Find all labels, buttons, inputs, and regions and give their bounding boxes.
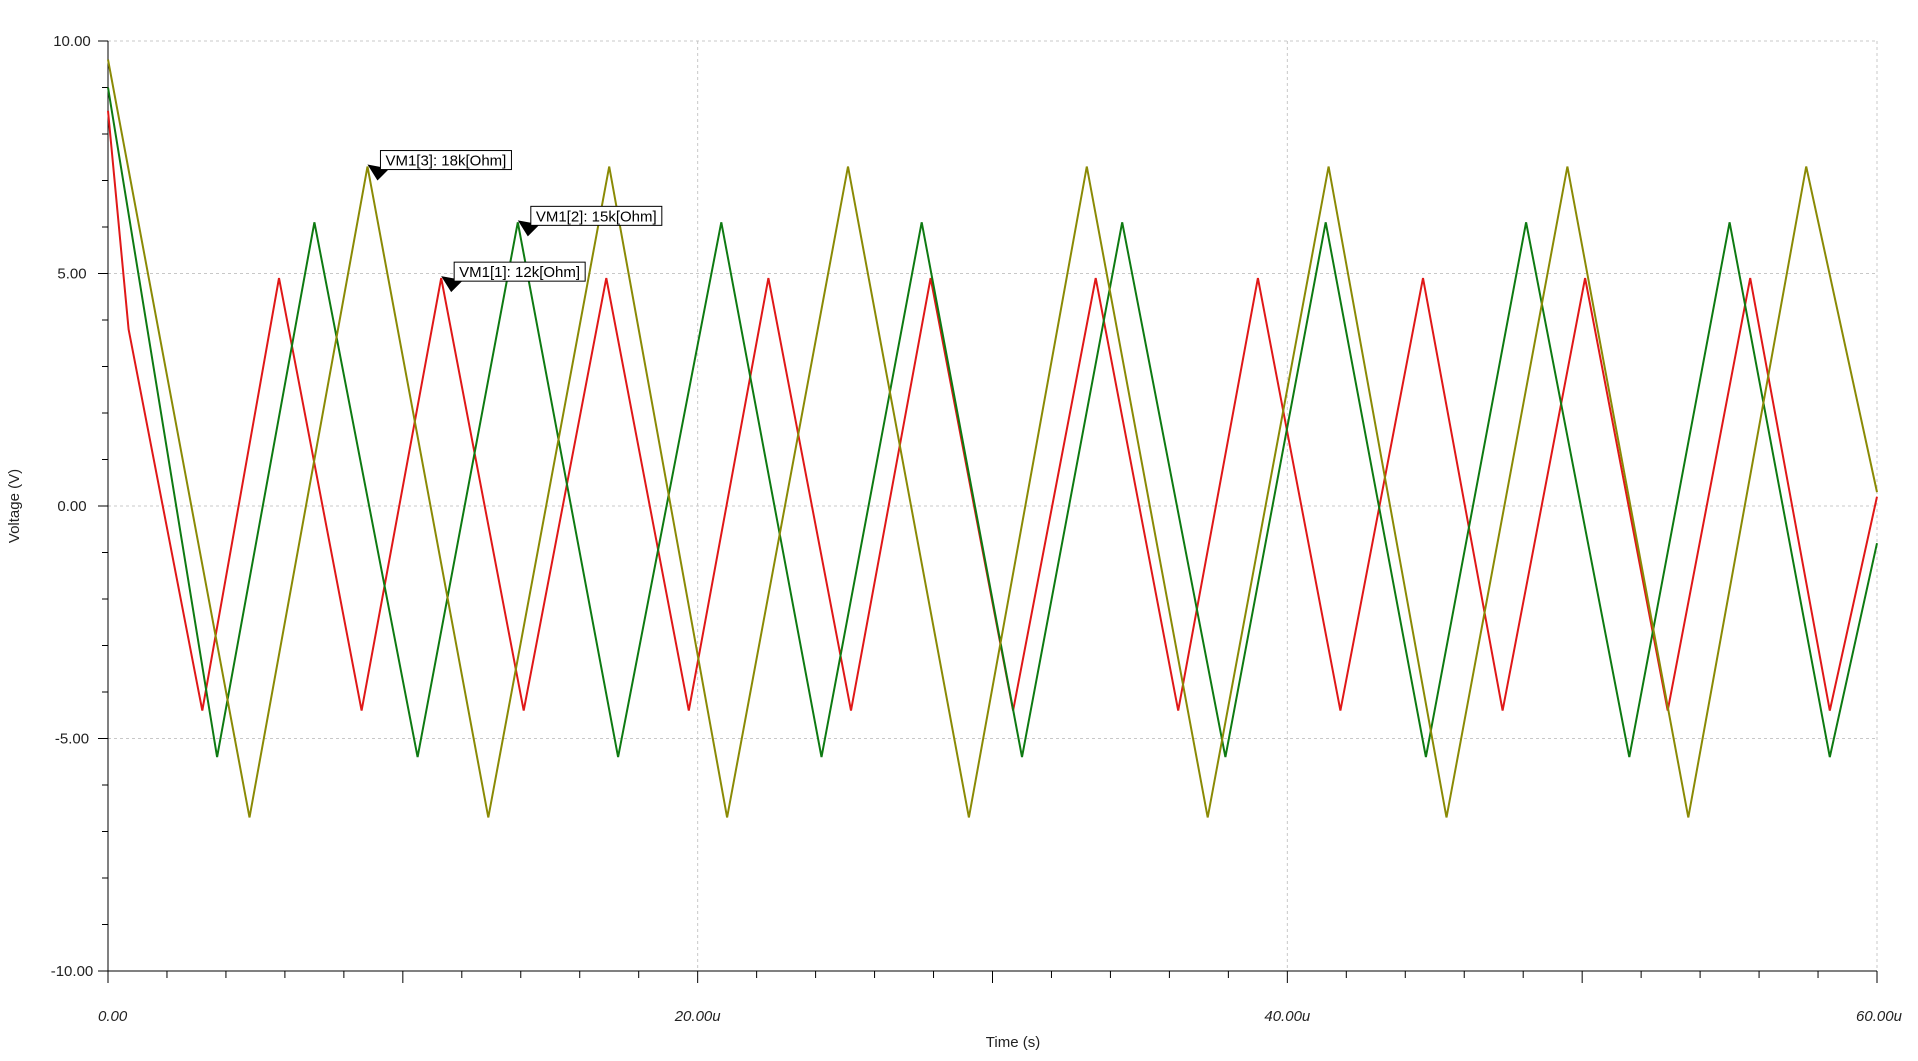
marker-label-1: VM1[1]: 12k[Ohm] (459, 264, 580, 281)
series-lines (107, 59, 1878, 818)
marker-annotations: VM1[1]: 12k[Ohm] VM1[2]: 15k[Ohm] VM1[3]: … (367, 150, 663, 293)
y-tick-label: -10.00 (51, 963, 94, 980)
y-tick-label: 0.00 (57, 498, 86, 515)
marker-label-box-3 (379, 150, 512, 171)
tick-marks (98, 40, 1878, 983)
x-tick-label: 60.00u (1856, 1008, 1903, 1025)
x-tick-label: 20.00u (674, 1008, 722, 1025)
x-axis-label: Time (s) (986, 1034, 1040, 1051)
grid-lines (108, 40, 1878, 971)
x-tick-label: 0.00 (98, 1008, 128, 1025)
marker-label-box-1 (453, 261, 586, 282)
tick-labels: 10.00 5.00 0.00 -5.00 -10.00 0.00 20.00u 40.00u… (51, 33, 1903, 1025)
x-tick-label: 40.00u (1264, 1008, 1311, 1025)
marker-label-2: VM1[2]: 15k[Ohm] (536, 208, 657, 225)
y-tick-label: 10.00 (53, 33, 91, 50)
series-line-3 (107, 59, 1878, 818)
series-line-2 (107, 87, 1878, 758)
y-tick-label: -5.00 (55, 731, 89, 748)
marker-label-3: VM1[3]: 18k[Ohm] (385, 153, 506, 170)
y-axis-label: Voltage (V) (6, 469, 23, 543)
y-tick-label: 5.00 (57, 266, 86, 283)
marker-label-box-2 (530, 205, 663, 226)
